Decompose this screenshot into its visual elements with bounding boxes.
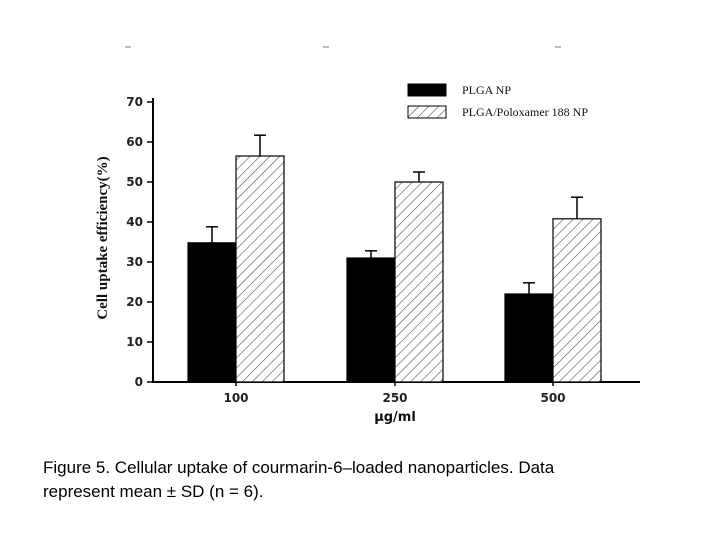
- error-bars: [206, 134, 583, 294]
- x-ticks: 100 250 500: [223, 382, 566, 405]
- x-tick-label: 250: [382, 391, 407, 405]
- bar-series-1-250: [394, 181, 444, 383]
- y-tick-label: 40: [126, 215, 143, 229]
- bar-series-1-100: [235, 155, 285, 383]
- y-tick-label: 10: [126, 335, 143, 349]
- legend: PLGA NP PLGA/Poloxamer 188 NP: [407, 83, 588, 119]
- caption-line-1: Figure 5. Cellular uptake of courmarin-6…: [43, 458, 555, 477]
- bar-series-0-250: [346, 257, 396, 383]
- x-tick-label: 100: [223, 391, 248, 405]
- legend-label-plga-poloxamer-np: PLGA/Poloxamer 188 NP: [462, 105, 588, 119]
- y-tick-label: 50: [126, 175, 143, 189]
- bar-chart: 0 10 20 30 40 50 60 70 100 250 500 Cell uptake ef…: [95, 46, 640, 425]
- x-axis-title: μg/ml: [374, 410, 416, 425]
- y-ticks: 0 10 20 30 40 50 60 70: [126, 95, 153, 389]
- legend-swatch-plga-poloxamer-np: [407, 105, 447, 119]
- bar-series-1-500: [552, 218, 602, 383]
- bar-series-0-100: [187, 242, 237, 383]
- y-tick-label: 70: [126, 95, 143, 109]
- y-tick-label: 60: [126, 135, 143, 149]
- y-tick-label: 20: [126, 295, 143, 309]
- y-axis-title: Cell uptake efficiency(%): [95, 156, 111, 319]
- legend-swatch-plga-np: [407, 83, 447, 97]
- y-tick-label: 30: [126, 255, 143, 269]
- bar-series-0-500: [504, 293, 554, 383]
- x-tick-label: 500: [540, 391, 565, 405]
- legend-label-plga-np: PLGA NP: [462, 83, 511, 97]
- y-tick-label: 0: [135, 375, 143, 389]
- figure-caption: Figure 5. Cellular uptake of courmarin-6…: [43, 456, 683, 504]
- caption-line-2: represent mean ± SD (n = 6).: [43, 482, 264, 501]
- bars: [187, 155, 602, 383]
